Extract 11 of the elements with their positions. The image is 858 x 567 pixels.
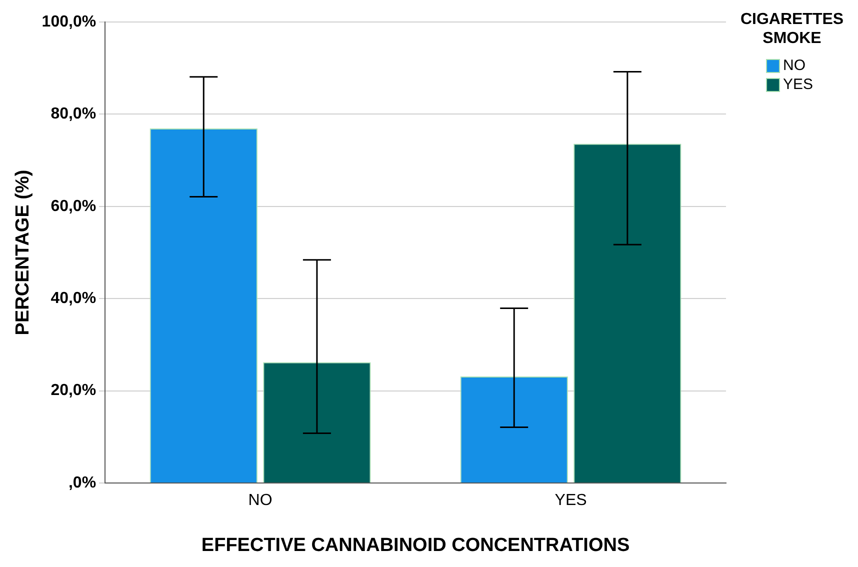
- y-tick-label: 20,0%: [50, 382, 96, 400]
- y-tick-label: 100,0%: [42, 13, 96, 30]
- y-axis-title: PERCENTAGE (%): [12, 170, 34, 336]
- y-tick-label: 40,0%: [50, 290, 96, 308]
- y-tick-label: 60,0%: [50, 198, 96, 215]
- x-axis-title: EFFECTIVE CANNABINOID CONCENTRATIONS: [201, 534, 630, 556]
- y-tick-label: 80,0%: [50, 106, 96, 123]
- y-tick-label: ,0%: [68, 474, 96, 492]
- legend-title: CIGARETTES SMOKE: [739, 10, 845, 48]
- legend-label: NO: [783, 56, 806, 75]
- legend-label: YES: [783, 75, 814, 94]
